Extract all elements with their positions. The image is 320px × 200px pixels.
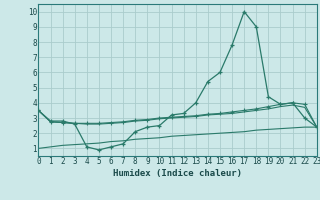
X-axis label: Humidex (Indice chaleur): Humidex (Indice chaleur): [113, 169, 242, 178]
